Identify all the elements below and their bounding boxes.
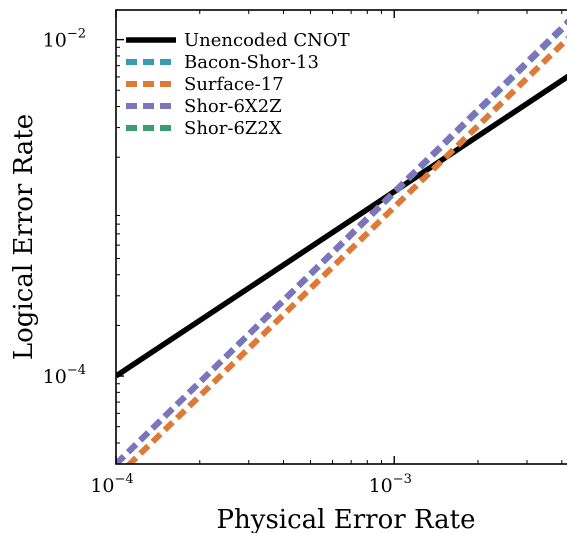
- legend-label: Shor-6X2Z: [184, 96, 282, 117]
- series-line-surface-17: [125, 35, 567, 464]
- series-line-shor-6x2z: [116, 18, 567, 464]
- legend: Unencoded CNOTBacon-Shor-13Surface-17Sho…: [126, 30, 350, 139]
- x-tick-label-1: 10−3: [369, 472, 412, 497]
- y-tick-label-0: 10−4: [43, 363, 86, 388]
- series-layer: [116, 18, 567, 464]
- series-line-unencoded-cnot: [116, 73, 567, 379]
- legend-label: Surface-17: [184, 74, 284, 95]
- legend-label: Shor-6Z2X: [184, 118, 282, 139]
- x-axis-label: Physical Error Rate: [217, 505, 476, 533]
- y-axis-label: Logical Error Rate: [9, 114, 39, 360]
- x-tick-label-0: 10−4: [90, 472, 133, 497]
- legend-label: Unencoded CNOT: [184, 30, 350, 51]
- y-tick-label-1: 10−2: [43, 27, 86, 52]
- legend-label: Bacon-Shor-13: [184, 52, 319, 73]
- plot-frame: [115, 9, 567, 465]
